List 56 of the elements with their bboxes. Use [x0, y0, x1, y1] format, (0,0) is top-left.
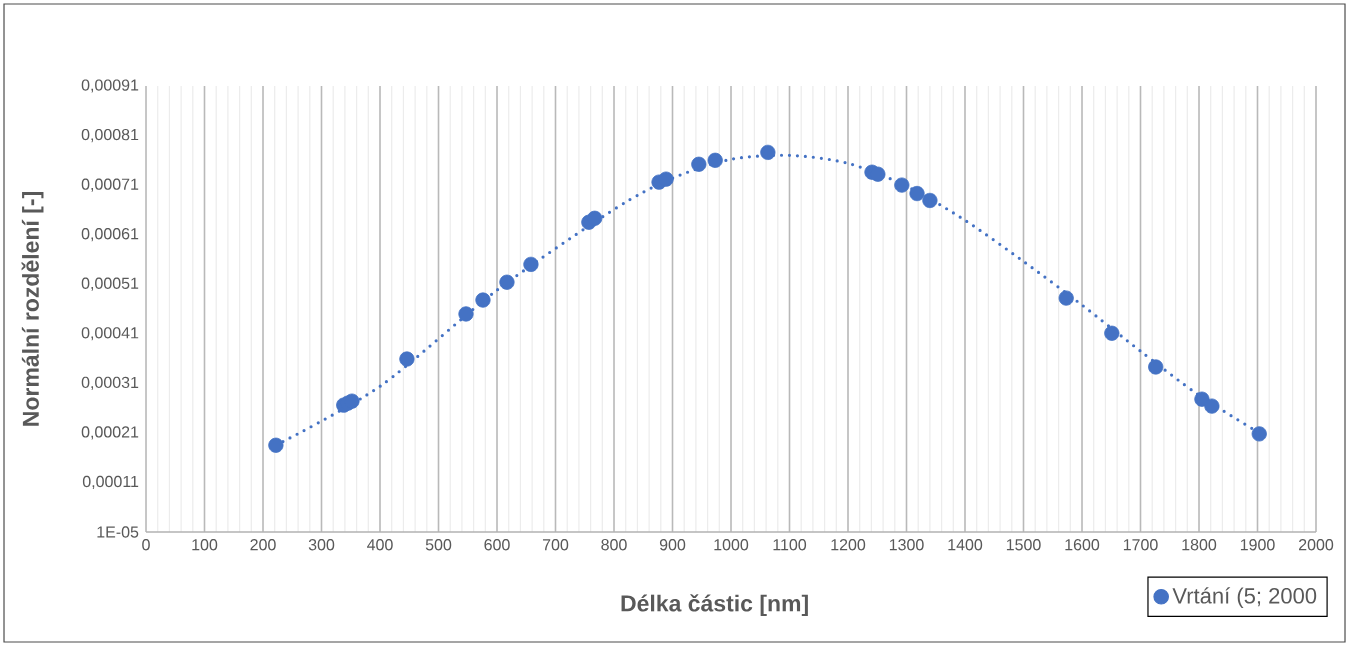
point [523, 256, 539, 272]
x-tick-label: 100 [192, 539, 218, 551]
y-axis-title: Normální rozdělení [-] [21, 192, 44, 426]
point [894, 177, 910, 193]
x-tick-label: 1100 [773, 539, 807, 551]
point [870, 166, 886, 182]
point [922, 192, 938, 209]
point [909, 185, 925, 202]
x-tick-label: 1600 [1065, 539, 1100, 551]
x-tick-label: 600 [484, 539, 510, 551]
x-axis-title: Délka částic [nm] [621, 594, 808, 617]
point [268, 437, 284, 453]
y-tick-label: 0,00011 [82, 475, 139, 490]
x-tick-label: 1000 [714, 539, 749, 551]
x-tick-label: 1500 [1006, 539, 1041, 551]
point [760, 144, 776, 160]
x-tick-label: 2000 [1299, 539, 1334, 551]
x-tick-label: 1200 [831, 539, 866, 551]
x-tick-label: 400 [367, 539, 393, 551]
x-tick-label: 900 [659, 539, 686, 551]
point [475, 292, 491, 308]
x-tick-label: 1700 [1123, 539, 1158, 551]
x-tick-label: 300 [308, 539, 335, 551]
point [658, 171, 674, 187]
y-tick-label: 0,00061 [81, 228, 139, 242]
legend-label: Vrtání (5; 2000 [1172, 587, 1317, 608]
y-tick-label: 0,00091 [81, 79, 139, 93]
y-tick-label: 0,00041 [81, 327, 139, 341]
x-tick-label: 500 [425, 539, 452, 551]
y-tick-label: 0,00081 [81, 128, 139, 143]
y-tick-label: 0,00021 [81, 426, 139, 440]
x-tick-label: 200 [250, 539, 276, 551]
x-tick-label: 800 [601, 539, 627, 551]
point [344, 393, 360, 409]
point [1104, 325, 1120, 341]
y-tick-label: 0,00051 [81, 277, 139, 291]
point [458, 306, 474, 322]
point [1204, 398, 1220, 414]
y-tick-label: 1E-05 [97, 526, 139, 538]
y-tick-label: 0,00071 [81, 178, 139, 192]
x-tick-label: 1300 [889, 539, 924, 551]
x-tick-label: 1400 [948, 539, 983, 551]
y-tick-label: 0,00031 [81, 376, 139, 390]
x-tick-label: 0 [142, 539, 150, 551]
point [1194, 391, 1210, 407]
point [1251, 426, 1267, 442]
x-tick-label: 1800 [1182, 539, 1217, 551]
point [399, 351, 415, 367]
point [691, 156, 707, 172]
x-tick-label: 1900 [1240, 539, 1275, 551]
point [1058, 290, 1074, 306]
point [499, 274, 515, 290]
x-tick-label: 700 [542, 539, 569, 551]
point [707, 152, 723, 168]
point [1148, 359, 1164, 375]
point [587, 210, 603, 226]
